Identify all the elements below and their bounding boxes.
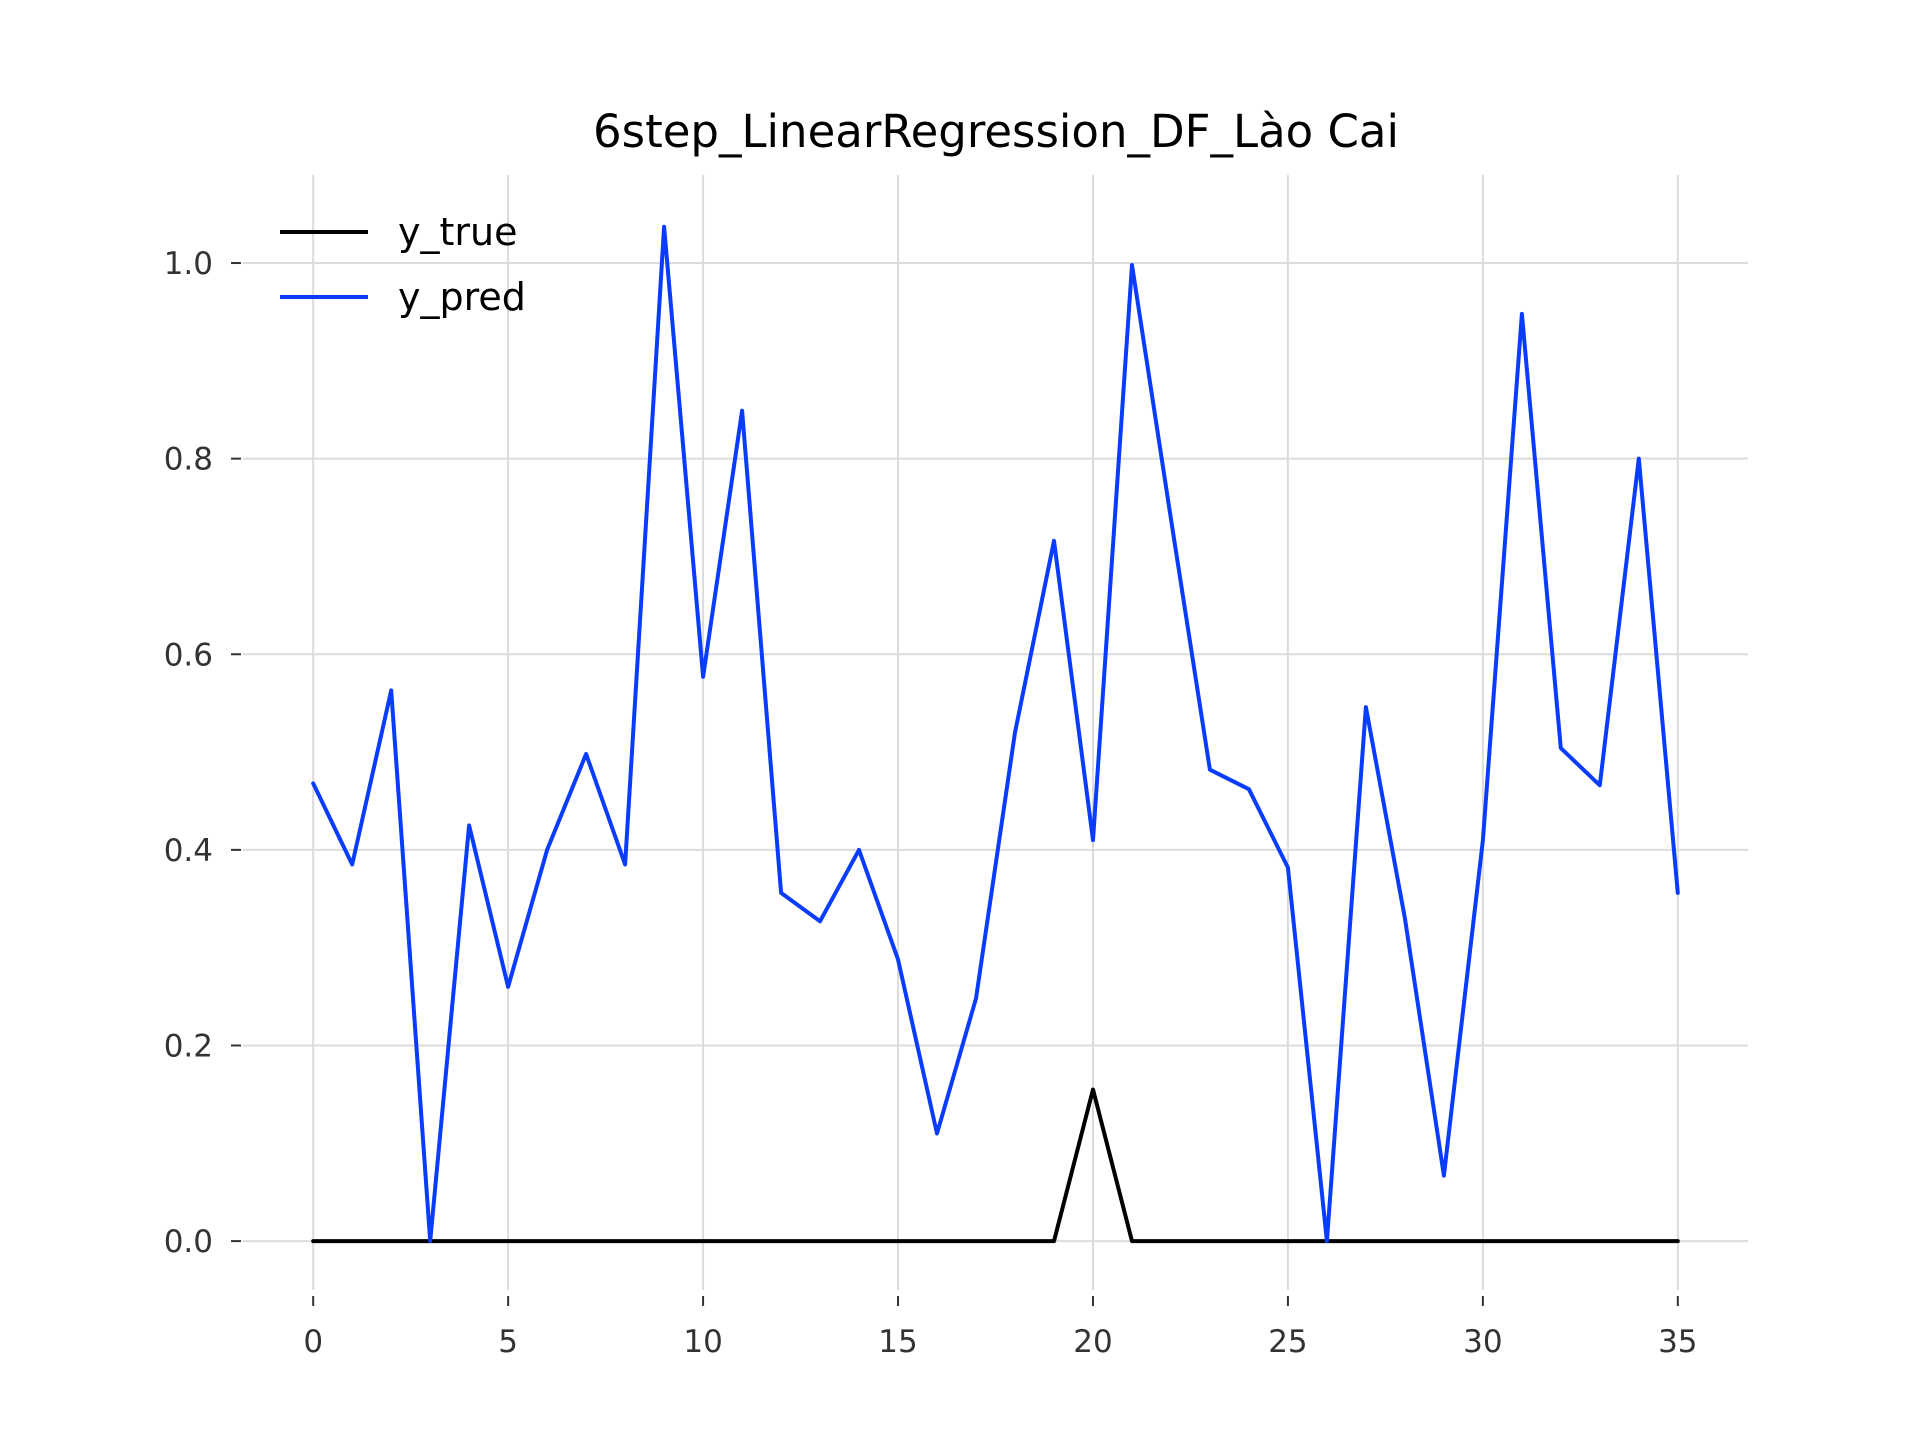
grid-lines bbox=[243, 175, 1748, 1290]
chart-title: 6step_LinearRegression_DF_Lào Cai bbox=[593, 105, 1399, 158]
y-tick-label: 0.0 bbox=[164, 1224, 213, 1260]
x-tick-label: 10 bbox=[683, 1324, 722, 1360]
axis-ticks: 0 5 10 15 20 25 30 35 0.0 0.2 0.4 0.6 0.8 1.0 bbox=[164, 246, 1698, 1360]
series-line-y-true bbox=[311, 1087, 1680, 1244]
legend-label-y-pred: y_pred bbox=[398, 275, 526, 319]
y-tick-label: 1.0 bbox=[164, 246, 213, 282]
y-tick-label: 0.4 bbox=[164, 833, 213, 869]
y-tick-label: 0.8 bbox=[164, 442, 213, 478]
data-series bbox=[311, 224, 1680, 1244]
x-tick-label: 5 bbox=[498, 1324, 518, 1360]
x-tick-label: 35 bbox=[1658, 1324, 1697, 1360]
x-tick-label: 0 bbox=[303, 1324, 323, 1360]
legend-label-y-true: y_true bbox=[398, 210, 517, 254]
series-line-y-pred bbox=[311, 224, 1680, 1244]
x-tick-label: 20 bbox=[1073, 1324, 1112, 1360]
x-tick-label: 25 bbox=[1268, 1324, 1307, 1360]
x-tick-label: 15 bbox=[878, 1324, 917, 1360]
y-tick-label: 0.6 bbox=[164, 637, 213, 673]
legend: y_true y_pred bbox=[280, 210, 526, 319]
x-tick-label: 30 bbox=[1463, 1324, 1502, 1360]
y-tick-label: 0.2 bbox=[164, 1028, 213, 1064]
